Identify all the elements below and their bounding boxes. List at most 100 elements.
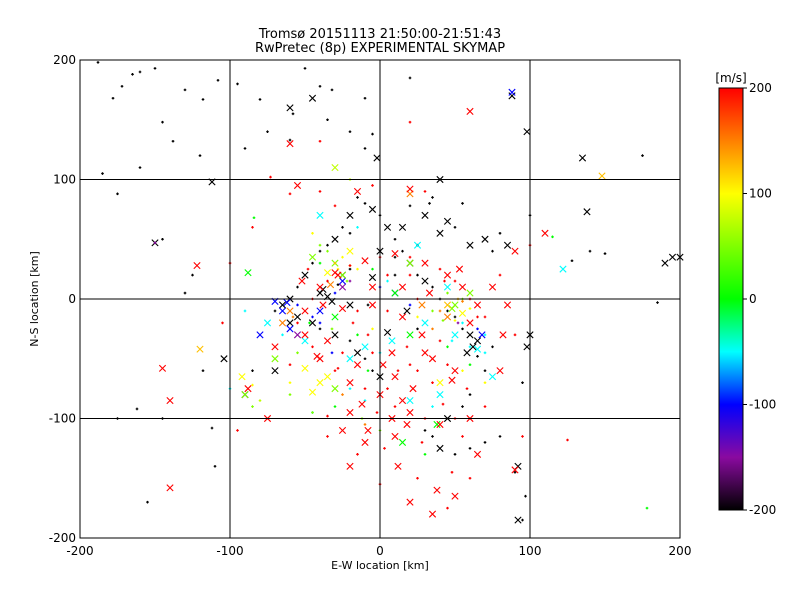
data-point-cross — [286, 319, 294, 327]
data-point-cross — [466, 319, 474, 327]
data-point-plus — [465, 387, 469, 390]
data-point-cross — [346, 301, 354, 309]
data-point-plus — [468, 307, 472, 310]
data-point-plus — [416, 315, 419, 319]
data-point-plus — [446, 291, 449, 295]
data-point-plus — [146, 500, 149, 504]
data-point-cross — [316, 307, 324, 315]
y-tick-label: -100 — [49, 412, 76, 426]
data-point-cross — [668, 253, 677, 261]
data-point-plus — [383, 447, 386, 450]
data-point-plus — [216, 79, 220, 82]
data-point-cross — [323, 337, 332, 345]
data-point-cross — [478, 331, 486, 339]
colorbar-label: [m/s] — [715, 71, 746, 85]
data-point-cross — [428, 510, 437, 518]
data-point-plus — [420, 441, 424, 444]
data-point-plus — [483, 405, 487, 408]
data-point-cross — [443, 271, 452, 279]
data-point-cross — [278, 319, 287, 327]
data-point-plus — [408, 255, 412, 259]
data-point-cross — [398, 396, 407, 405]
data-point-cross — [319, 301, 327, 309]
data-point-plus — [441, 319, 445, 322]
data-point-plus — [408, 76, 412, 80]
data-point-plus — [120, 84, 124, 88]
data-point-cross — [244, 385, 252, 393]
data-point-cross — [436, 229, 444, 237]
data-point-plus — [269, 175, 272, 179]
data-point-cross — [196, 345, 204, 353]
data-point-plus — [371, 267, 374, 271]
data-point-cross — [428, 355, 437, 363]
data-point-cross — [406, 185, 414, 193]
data-point-cross — [406, 331, 414, 339]
data-point-plus — [243, 147, 247, 150]
data-point-cross — [323, 269, 332, 277]
data-point-plus — [288, 393, 292, 396]
data-point-plus — [333, 291, 337, 295]
data-point-plus — [438, 339, 442, 343]
data-point-cross — [406, 396, 414, 405]
data-point-plus — [513, 333, 517, 337]
data-point-cross — [473, 450, 482, 458]
data-point-cross — [238, 373, 246, 381]
data-point-plus — [291, 315, 295, 319]
data-point-cross — [466, 289, 474, 297]
data-point-plus — [171, 139, 175, 143]
y-tick-label: 100 — [53, 173, 76, 187]
data-point-cross — [398, 313, 407, 321]
data-point-cross — [283, 298, 291, 307]
data-point-plus — [393, 237, 397, 241]
data-point-cross — [331, 163, 339, 172]
data-point-plus — [408, 204, 412, 208]
data-point-plus — [428, 202, 431, 205]
data-point-cross — [331, 313, 339, 321]
data-point-plus — [183, 291, 187, 295]
data-point-plus — [161, 120, 164, 124]
data-point-cross — [263, 319, 272, 327]
data-point-cross — [421, 277, 429, 285]
data-point-cross — [308, 253, 317, 261]
data-point-plus — [366, 369, 370, 372]
data-point-plus — [326, 118, 329, 122]
chart-subtitle: RwPretec (8p) EXPERIMENTAL SKYMAP — [255, 41, 505, 56]
data-point-plus — [476, 355, 479, 358]
data-point-plus — [423, 429, 427, 432]
data-point-cross — [293, 331, 302, 339]
data-point-cross — [301, 331, 309, 339]
data-point-plus — [468, 363, 472, 367]
data-point-cross — [368, 283, 377, 291]
data-point-plus — [446, 506, 449, 510]
data-point-cross — [313, 352, 321, 360]
data-point-plus — [461, 327, 464, 331]
data-point-cross — [346, 355, 354, 363]
data-point-plus — [476, 327, 479, 331]
data-point-plus — [521, 381, 524, 384]
data-point-plus — [303, 67, 307, 70]
data-point-plus — [183, 88, 187, 92]
colorbar-tick-label: 200 — [749, 81, 772, 95]
data-point-cross — [278, 307, 287, 315]
data-point-cross — [433, 486, 441, 494]
data-point-cross — [301, 271, 309, 279]
data-point-plus — [363, 387, 367, 390]
data-point-plus — [330, 88, 334, 92]
data-point-plus — [468, 447, 472, 450]
colorbar-tick-label: -100 — [749, 398, 776, 412]
data-point-cross — [353, 361, 362, 369]
data-point-plus — [441, 402, 445, 406]
data-point-plus — [431, 405, 434, 408]
data-point-plus — [498, 231, 502, 235]
data-point-cross — [166, 396, 174, 405]
data-point-plus — [318, 261, 322, 265]
data-point-cross — [421, 259, 429, 267]
data-point-cross — [406, 498, 414, 506]
data-point-plus — [363, 423, 367, 426]
data-point-plus — [311, 345, 314, 349]
data-point-plus — [333, 405, 337, 408]
data-point-plus — [393, 255, 397, 259]
data-point-cross — [503, 241, 512, 249]
data-point-cross — [443, 313, 452, 321]
data-point-plus — [348, 279, 352, 283]
